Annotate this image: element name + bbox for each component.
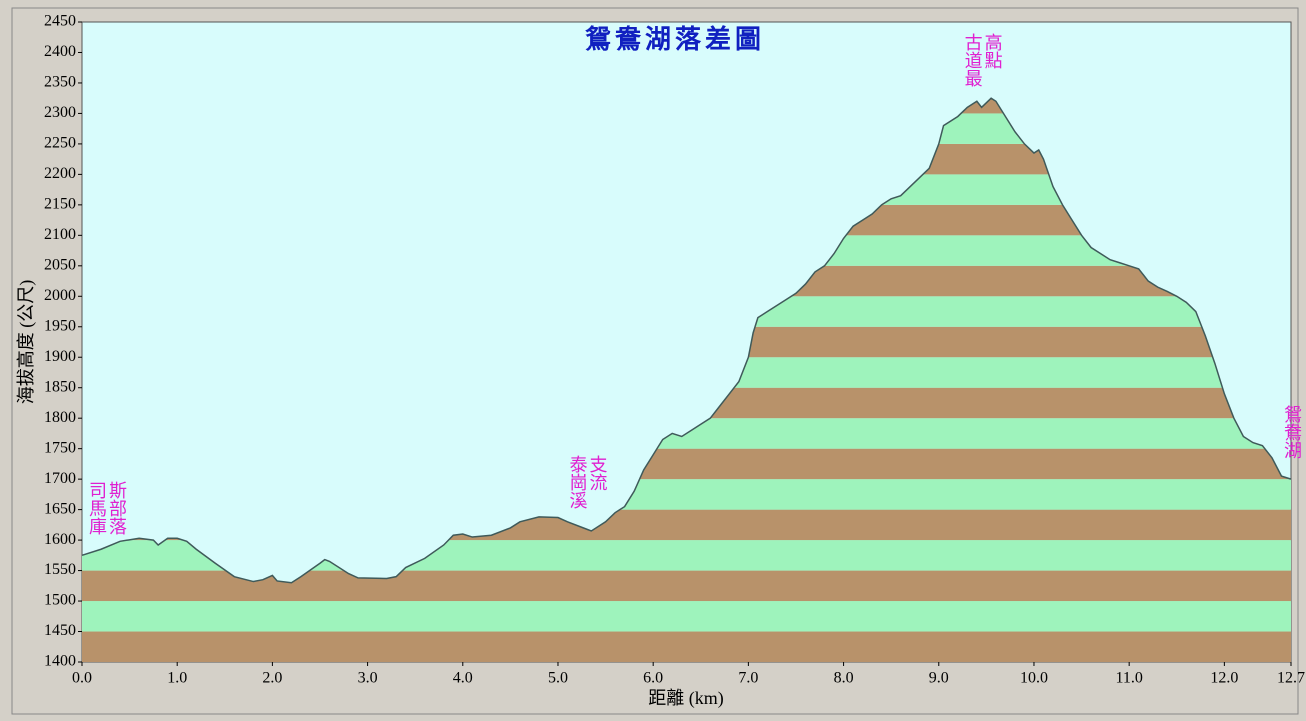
x-tick-label: 7.0 (738, 670, 758, 687)
y-axis-label: 海拔高度 (公尺) (16, 280, 37, 405)
y-tick-label: 1550 (44, 561, 76, 578)
y-tick-label: 2100 (44, 226, 76, 243)
y-tick-label: 1750 (44, 439, 76, 456)
y-tick-label: 1600 (44, 531, 76, 548)
x-axis-label: 距離 (km) (648, 688, 724, 709)
annotation: 司馬庫斯部落 (86, 481, 127, 536)
annotation: 鴛鴦湖 (1281, 405, 1302, 460)
y-tick-label: 2450 (44, 13, 76, 30)
profile-line (81, 97, 1292, 584)
x-tick-label: 9.0 (929, 670, 949, 687)
x-tick-label: 5.0 (548, 670, 568, 687)
y-tick-label: 2200 (44, 165, 76, 182)
annotation: 泰崗溪支流 (566, 455, 608, 510)
x-tick-label: 12.7 (1277, 670, 1305, 687)
x-tick-label: 8.0 (834, 670, 854, 687)
y-tick-label: 1450 (44, 622, 76, 639)
y-tick-label: 1950 (44, 317, 76, 334)
y-tick-label: 1850 (44, 378, 76, 395)
y-tick-label: 2250 (44, 135, 76, 152)
y-tick-label: 2350 (44, 74, 76, 91)
y-tick-label: 1500 (44, 592, 76, 609)
x-tick-label: 0.0 (72, 670, 92, 687)
band (82, 631, 1291, 662)
y-tick-label: 1650 (44, 500, 76, 517)
y-tick-label: 2400 (44, 43, 76, 60)
y-tick-label: 1900 (44, 348, 76, 365)
x-tick-label: 4.0 (453, 670, 473, 687)
y-tick-label: 2000 (44, 287, 76, 304)
y-tick-label: 2050 (44, 256, 76, 273)
chart-title: 鴛鴦湖落差圖 (585, 24, 765, 54)
y-tick-label: 1800 (44, 409, 76, 426)
y-tick-label: 2300 (44, 104, 76, 121)
x-tick-label: 2.0 (262, 670, 282, 687)
x-tick-label: 10.0 (1020, 670, 1048, 687)
annotation: 古道最高點 (961, 33, 1003, 88)
x-tick-label: 11.0 (1115, 670, 1142, 687)
x-tick-label: 1.0 (167, 670, 187, 687)
y-tick-label: 1700 (44, 470, 76, 487)
y-tick-label: 1400 (44, 653, 76, 670)
band (82, 601, 1291, 632)
y-tick-label: 2150 (44, 196, 76, 213)
x-tick-label: 6.0 (643, 670, 663, 687)
x-tick-label: 12.0 (1210, 670, 1238, 687)
x-tick-label: 3.0 (358, 670, 378, 687)
